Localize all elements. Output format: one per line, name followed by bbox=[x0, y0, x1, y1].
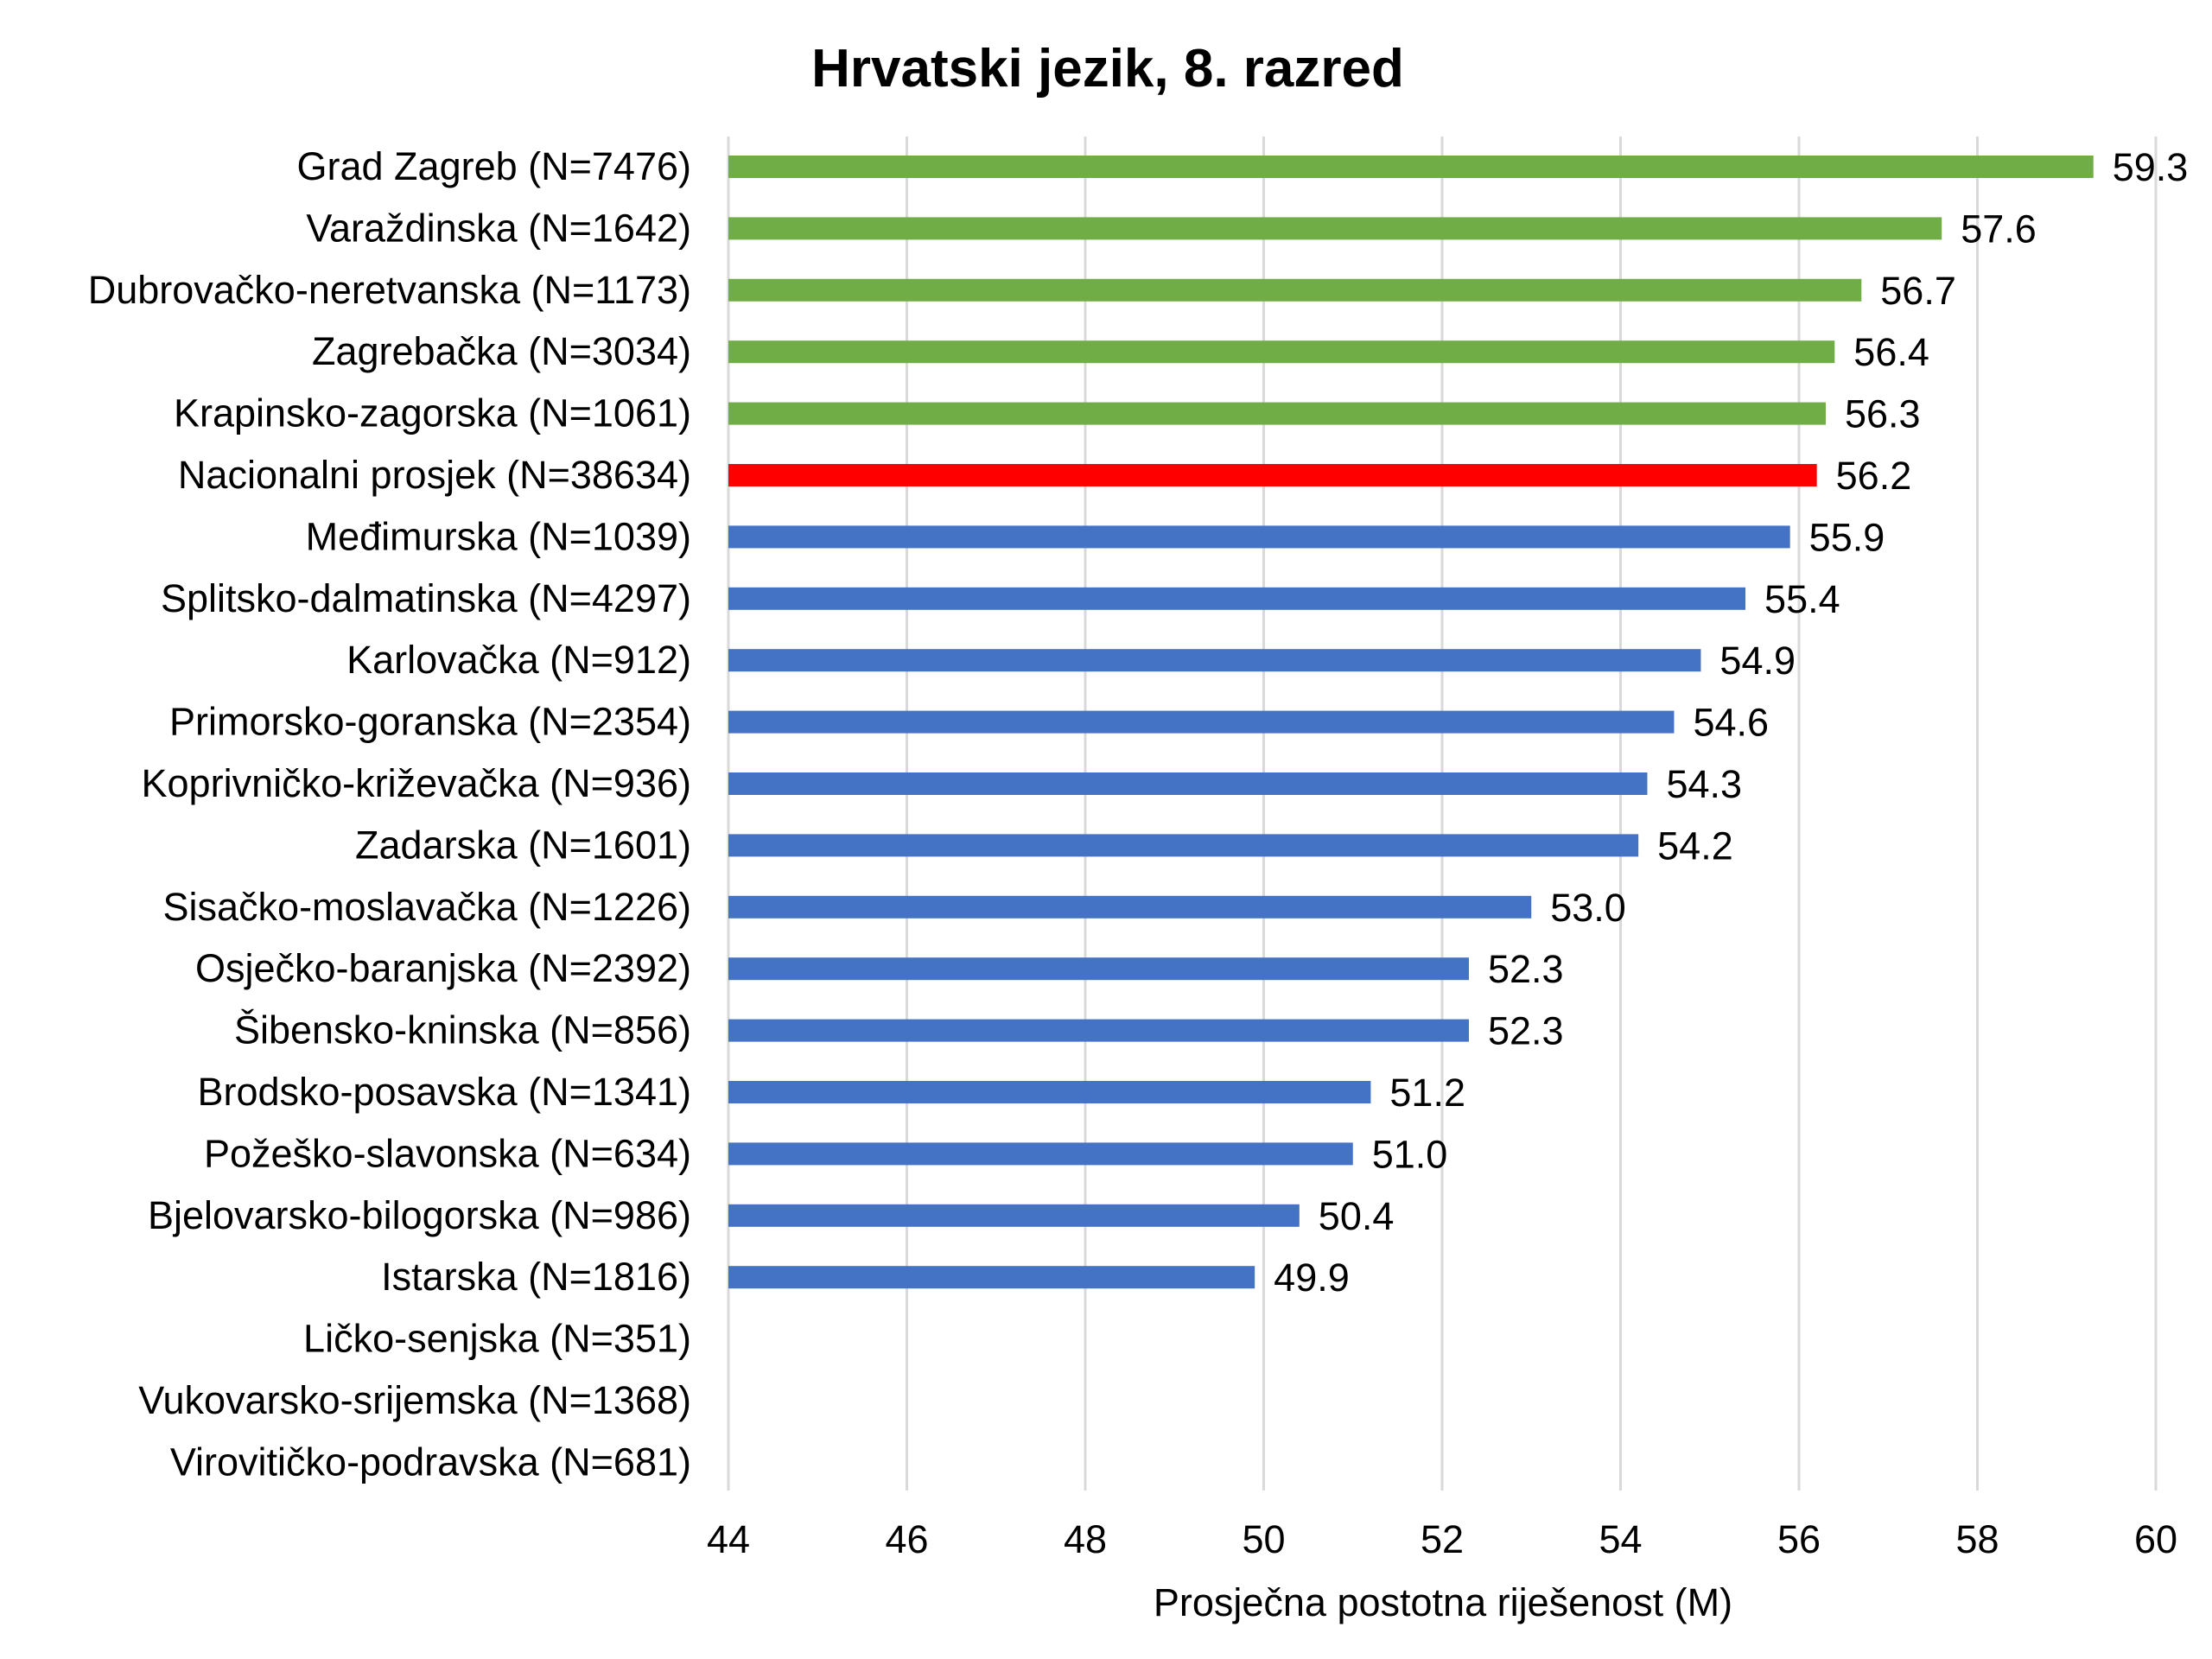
category-label: Grad Zagreb (N=7476) bbox=[297, 144, 691, 188]
data-label: 55.9 bbox=[1809, 515, 1885, 559]
category-label: Ličko-senjska (N=351) bbox=[303, 1317, 691, 1361]
bar bbox=[728, 1081, 1371, 1103]
data-label: 56.2 bbox=[1836, 454, 1912, 498]
bar bbox=[728, 340, 1835, 364]
category-label: Istarska (N=1816) bbox=[381, 1255, 691, 1299]
category-label: Koprivničko-križevačka (N=936) bbox=[142, 761, 691, 805]
data-label: 52.3 bbox=[1488, 947, 1564, 991]
category-label: Brodsko-posavska (N=1341) bbox=[197, 1070, 691, 1114]
bar bbox=[728, 834, 1639, 857]
data-label: 56.7 bbox=[1880, 269, 1956, 313]
data-label: 49.9 bbox=[1274, 1255, 1350, 1300]
value-labels: 59.3 57.656.7 56.4 56.3 56.2 55.9 55.4 54.9 54.6… bbox=[1274, 145, 2188, 1300]
category-label: Bjelovarsko-bilogorska (N=986) bbox=[148, 1193, 691, 1237]
category-label: Dubrovačko-neretvanska (N=1173) bbox=[88, 268, 691, 312]
bar bbox=[728, 1266, 1255, 1289]
bar bbox=[728, 525, 1790, 549]
category-label: Nacionalni prosjek (N=38634) bbox=[178, 453, 691, 497]
bar bbox=[728, 464, 1817, 486]
category-label: Splitsko-dalmatinska (N=4297) bbox=[161, 576, 691, 620]
data-label: 51.2 bbox=[1389, 1071, 1465, 1115]
bar bbox=[728, 1204, 1300, 1227]
data-label: 59.3 bbox=[2113, 145, 2189, 189]
data-label: 54.9 bbox=[1719, 639, 1796, 683]
bar bbox=[728, 156, 2094, 178]
category-label: Krapinsko-zagorska (N=1061) bbox=[174, 391, 691, 435]
x-tick-label: 54 bbox=[1599, 1517, 1642, 1561]
data-label: 57.6 bbox=[1961, 207, 2037, 251]
data-label: 54.6 bbox=[1693, 701, 1769, 745]
data-label: 55.4 bbox=[1764, 577, 1840, 621]
chart-title: Hrvatski jezik, 8. razred bbox=[811, 39, 1404, 99]
x-tick-label: 52 bbox=[1421, 1517, 1464, 1561]
data-label: 56.4 bbox=[1853, 330, 1929, 374]
x-tick-label: 60 bbox=[2134, 1517, 2177, 1561]
category-label: Vukovarsko-srijemska (N=1368) bbox=[138, 1378, 691, 1422]
category-label: Zadarska (N=1601) bbox=[355, 823, 691, 867]
data-label: 54.3 bbox=[1666, 762, 1742, 806]
data-label: 53.0 bbox=[1550, 886, 1626, 930]
data-label: 52.3 bbox=[1488, 1009, 1564, 1053]
x-tick-label: 48 bbox=[1064, 1517, 1107, 1561]
category-label: Primorsko-goranska (N=2354) bbox=[169, 700, 691, 744]
category-label: Osječko-baranjska (N=2392) bbox=[195, 946, 691, 990]
bar bbox=[728, 1142, 1353, 1166]
bar bbox=[728, 217, 1942, 240]
x-axis-title: Prosječna postotna riješenost (M) bbox=[1154, 1580, 1732, 1624]
category-label: Međimurska (N=1039) bbox=[306, 514, 691, 558]
data-label: 51.0 bbox=[1372, 1132, 1448, 1176]
category-label: Varaždinska (N=1642) bbox=[306, 206, 691, 250]
category-label: Karlovačka (N=912) bbox=[346, 638, 691, 682]
x-tick-label: 46 bbox=[885, 1517, 928, 1561]
category-label: Virovitičko-podravska (N=681) bbox=[170, 1440, 691, 1484]
category-labels: Grad Zagreb (N=7476) Varaždinska (N=1642)… bbox=[88, 144, 691, 1484]
x-tick-label: 56 bbox=[1777, 1517, 1821, 1561]
data-label: 50.4 bbox=[1319, 1194, 1395, 1238]
bar bbox=[728, 1019, 1469, 1042]
bar bbox=[728, 710, 1675, 734]
bar bbox=[728, 895, 1532, 918]
x-tick-labels: 44 46 48 50 52 54 56 58 60 bbox=[707, 1517, 2177, 1561]
data-label: 54.2 bbox=[1657, 823, 1733, 868]
bar bbox=[728, 402, 1826, 425]
data-label: 56.3 bbox=[1845, 392, 1921, 436]
category-label: Zagrebačka (N=3034) bbox=[312, 329, 691, 373]
category-label: Sisačko-moslavačka (N=1226) bbox=[163, 885, 692, 929]
bars bbox=[728, 156, 2094, 1289]
bar bbox=[728, 278, 1862, 302]
x-tick-label: 58 bbox=[1955, 1517, 1999, 1561]
bar bbox=[728, 587, 1746, 610]
x-tick-label: 44 bbox=[707, 1517, 750, 1561]
bar bbox=[728, 772, 1648, 795]
x-tick-label: 50 bbox=[1242, 1517, 1285, 1561]
bar bbox=[728, 649, 1701, 672]
category-label: Šibensko-kninska (N=856) bbox=[234, 1008, 691, 1052]
bar bbox=[728, 957, 1469, 981]
category-label: Požeško-slavonska (N=634) bbox=[204, 1131, 691, 1175]
